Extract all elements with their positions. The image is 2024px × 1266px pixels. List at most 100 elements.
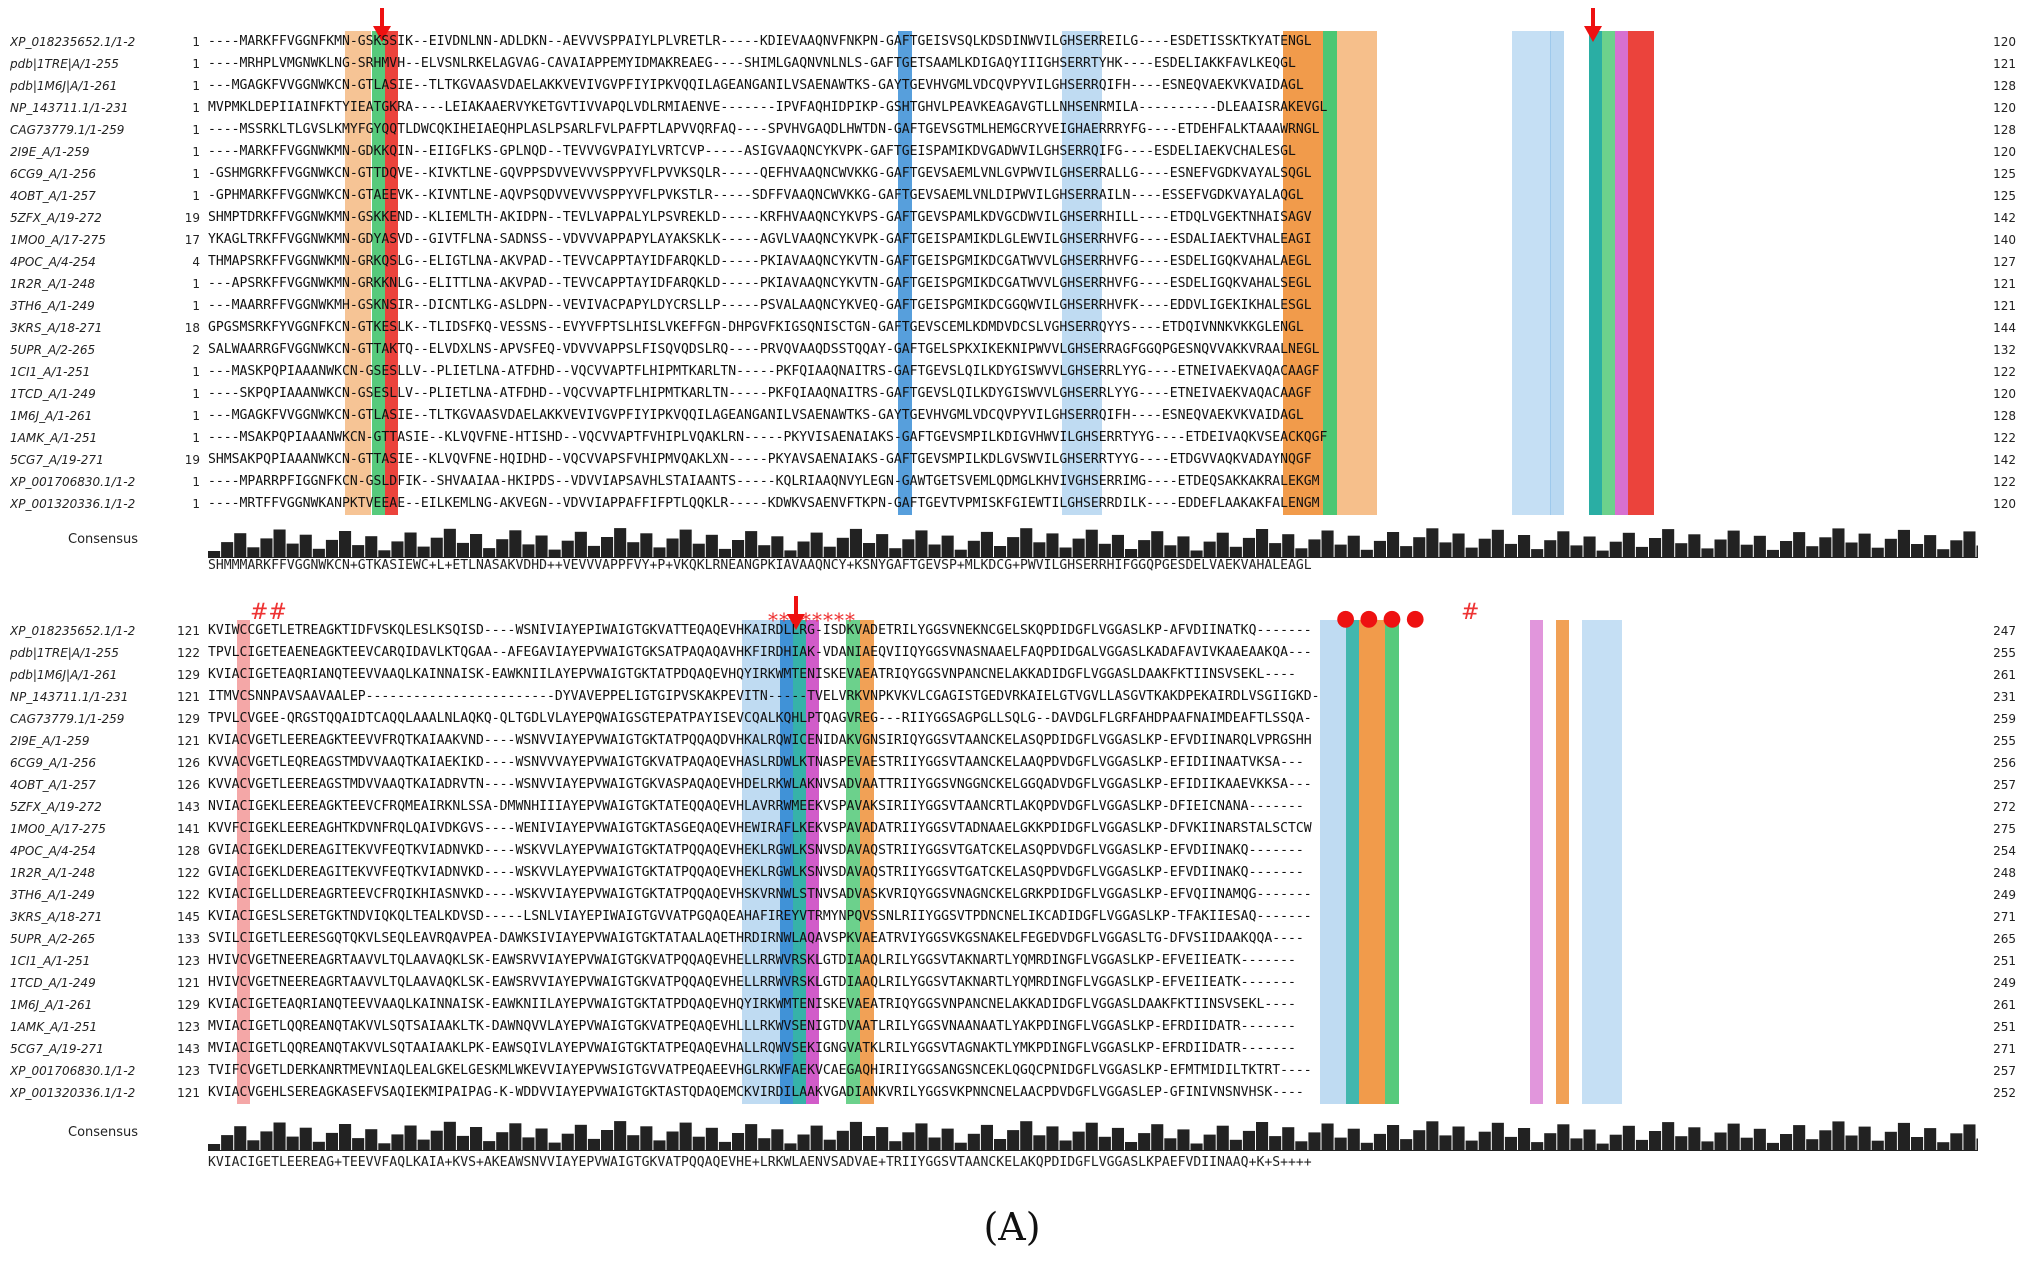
logo-column: [456, 542, 469, 557]
logo-column: [352, 1138, 365, 1150]
logo-column: [784, 1143, 797, 1150]
logo-column: [1675, 1136, 1688, 1150]
sequence-name: 5CG7_A/19-271: [10, 1042, 104, 1056]
sequence-start: 143: [177, 1042, 200, 1056]
logo-column: [745, 531, 758, 557]
conservation-band: [1323, 31, 1337, 515]
sequence-name: 4POC_A/4-254: [10, 844, 96, 858]
logo-column: [1190, 550, 1203, 557]
logo-column: [286, 543, 299, 557]
dot-marks: ●●●●: [1336, 606, 1429, 631]
sequence-name: 1CI1_A/1-251: [10, 365, 91, 379]
logo-column: [1583, 1129, 1596, 1150]
sequence-residues: ----MRHPLVMGNWKLNG-SRHMVH--ELVSNLRKELAGV…: [208, 56, 1296, 71]
logo-column: [1662, 529, 1675, 557]
sequence-name: 6CG9_A/1-256: [10, 167, 97, 181]
sequence-end: 252: [1993, 1086, 2016, 1100]
logo-column: [967, 540, 980, 557]
sequence-start: 128: [177, 844, 200, 858]
alignment-row: 4OBT_A/1-257 1 -GPHMARKFFVGGNWKCN-GTAEEVK-…: [0, 185, 2024, 207]
sequence-residues: MVIACIGETLQQREANQTAKVVLSQTAAIAAKLPK-EAWS…: [208, 1041, 1296, 1056]
conservation-band: [1615, 31, 1628, 515]
sequence-start: 129: [177, 998, 200, 1012]
logo-column: [1282, 1127, 1295, 1150]
logo-column: [1059, 547, 1072, 557]
logo-column: [771, 1129, 784, 1150]
logo-column: [980, 531, 993, 557]
sequence-residues: KVIACIGESLSERETGKTNDVIQKQLTEALKDVSD-----…: [208, 909, 1312, 924]
sequence-name: 3TH6_A/1-249: [10, 888, 95, 902]
alignment-row: 2I9E_A/1-259 1 ----MARKFFVGGNWKMN-GDKKQIN-…: [0, 141, 2024, 163]
alignment-row: 1CI1_A/1-251 123 HVIVCVGETNEEREAGRTAAVVLTQ…: [0, 950, 2024, 972]
sequence-name: pdb|1M6J|A/1-261: [10, 79, 118, 93]
alignment-row: 2I9E_A/1-259 121 KVIACVGETLEEREAGKTEEVVFRQ…: [0, 730, 2024, 752]
logo-column: [1504, 1136, 1517, 1150]
logo-column: [404, 532, 417, 557]
sequence-start: 1: [192, 189, 200, 203]
alignment-row: 1MO0_A/17-275 141 KVVFCIGEKLEEREAGHTKDVNFR…: [0, 818, 2024, 840]
alignment-row: 5CG7_A/19-271 19 SHMSAKPQPIAAANWKCN-GTTASI…: [0, 449, 2024, 471]
logo-column: [548, 1142, 561, 1150]
logo-column: [1138, 1133, 1151, 1150]
sequence-start: 1: [192, 387, 200, 401]
sequence-residues: KVIACVGEHLSEREAGKASEFVSAQIEKMIPAIPAG-K-W…: [208, 1085, 1304, 1100]
logo-column: [1256, 1122, 1269, 1150]
logo-column: [980, 1124, 993, 1150]
logo-column: [535, 1128, 548, 1150]
alignment-row: 3KRS_A/18-271 18 GPGSMSRKFYVGGNFKCN-GTKESL…: [0, 317, 2024, 339]
logo-column: [836, 1130, 849, 1150]
sequence-name: 4OBT_A/1-257: [10, 778, 96, 792]
logo-column: [483, 1141, 496, 1150]
sequence-residues: MVPMKLDEPIIAINFKTYIEATGKRA----LEIAKAAERV…: [208, 100, 1328, 115]
logo-column: [823, 1139, 836, 1150]
sequence-name: 5ZFX_A/19-272: [10, 800, 102, 814]
logo-column: [1203, 541, 1216, 557]
logo-column: [1557, 1124, 1570, 1150]
alignment-row: pdb|1M6J|A/1-261 129 KVIACIGETEAQRIANQTEEV…: [0, 664, 2024, 686]
sequence-residues: YKAGLTRKFFVGGNWKMN-GDYASVD--GIVTFLNA-SAD…: [208, 232, 1312, 247]
logo-column: [849, 528, 862, 557]
logo-column: [1937, 1142, 1950, 1150]
logo-column: [1216, 1125, 1229, 1150]
conservation-band: [1062, 31, 1102, 515]
logo-column: [1085, 1122, 1098, 1150]
conservation-band: [846, 620, 860, 1104]
sequence-residues: ---MGAGKFVVGGNWKCN-GTLASIE--TLTKGVAASVDA…: [208, 78, 1304, 93]
consensus-sequence: SHMMMARKFFVGGNWKCN+GTKASIEWC+L+ETLNASAKV…: [208, 558, 1312, 573]
sequence-name: 1CI1_A/1-251: [10, 954, 91, 968]
logo-column: [404, 1125, 417, 1150]
logo-column: [1727, 530, 1740, 557]
sequence-start: 1: [192, 365, 200, 379]
logo-column: [863, 543, 876, 557]
logo-column: [522, 544, 535, 557]
logo-column: [1229, 1139, 1242, 1150]
logo-column: [1583, 536, 1596, 557]
alignment-row: 3TH6_A/1-249 1 ---MAARRFFVGGNWKMH-GSKNSIR-…: [0, 295, 2024, 317]
logo-column: [1806, 546, 1819, 557]
sequence-name: NP_143711.1/1-231: [10, 101, 129, 115]
sequence-end: 255: [1993, 646, 2016, 660]
sequence-name: 1AMK_A/1-251: [10, 431, 98, 445]
logo-column: [1544, 540, 1557, 557]
logo-column: [483, 548, 496, 557]
sequence-end: 144: [1993, 321, 2016, 335]
logo-column: [941, 1128, 954, 1150]
sequence-end: 271: [1993, 1042, 2016, 1056]
conservation-band: [1512, 31, 1551, 515]
logo-column: [496, 539, 509, 557]
logo-column: [823, 546, 836, 557]
sequence-start: 122: [177, 888, 200, 902]
logo-column: [718, 1141, 731, 1150]
sequence-residues: ITMVCSNNPAVSAAVAALEP--------------------…: [208, 689, 1320, 704]
conservation-band: [345, 31, 371, 515]
logo-column: [1256, 529, 1269, 557]
logo-column: [221, 1135, 234, 1150]
logo-column: [1701, 548, 1714, 557]
sequence-name: XP_001706830.1/1-2: [10, 1064, 136, 1078]
logo-column: [221, 542, 234, 557]
logo-column: [260, 538, 273, 557]
conservation-band: [1346, 620, 1359, 1104]
logo-column: [273, 529, 286, 557]
logo-column: [430, 1130, 443, 1150]
conservation-band: [1550, 31, 1564, 515]
